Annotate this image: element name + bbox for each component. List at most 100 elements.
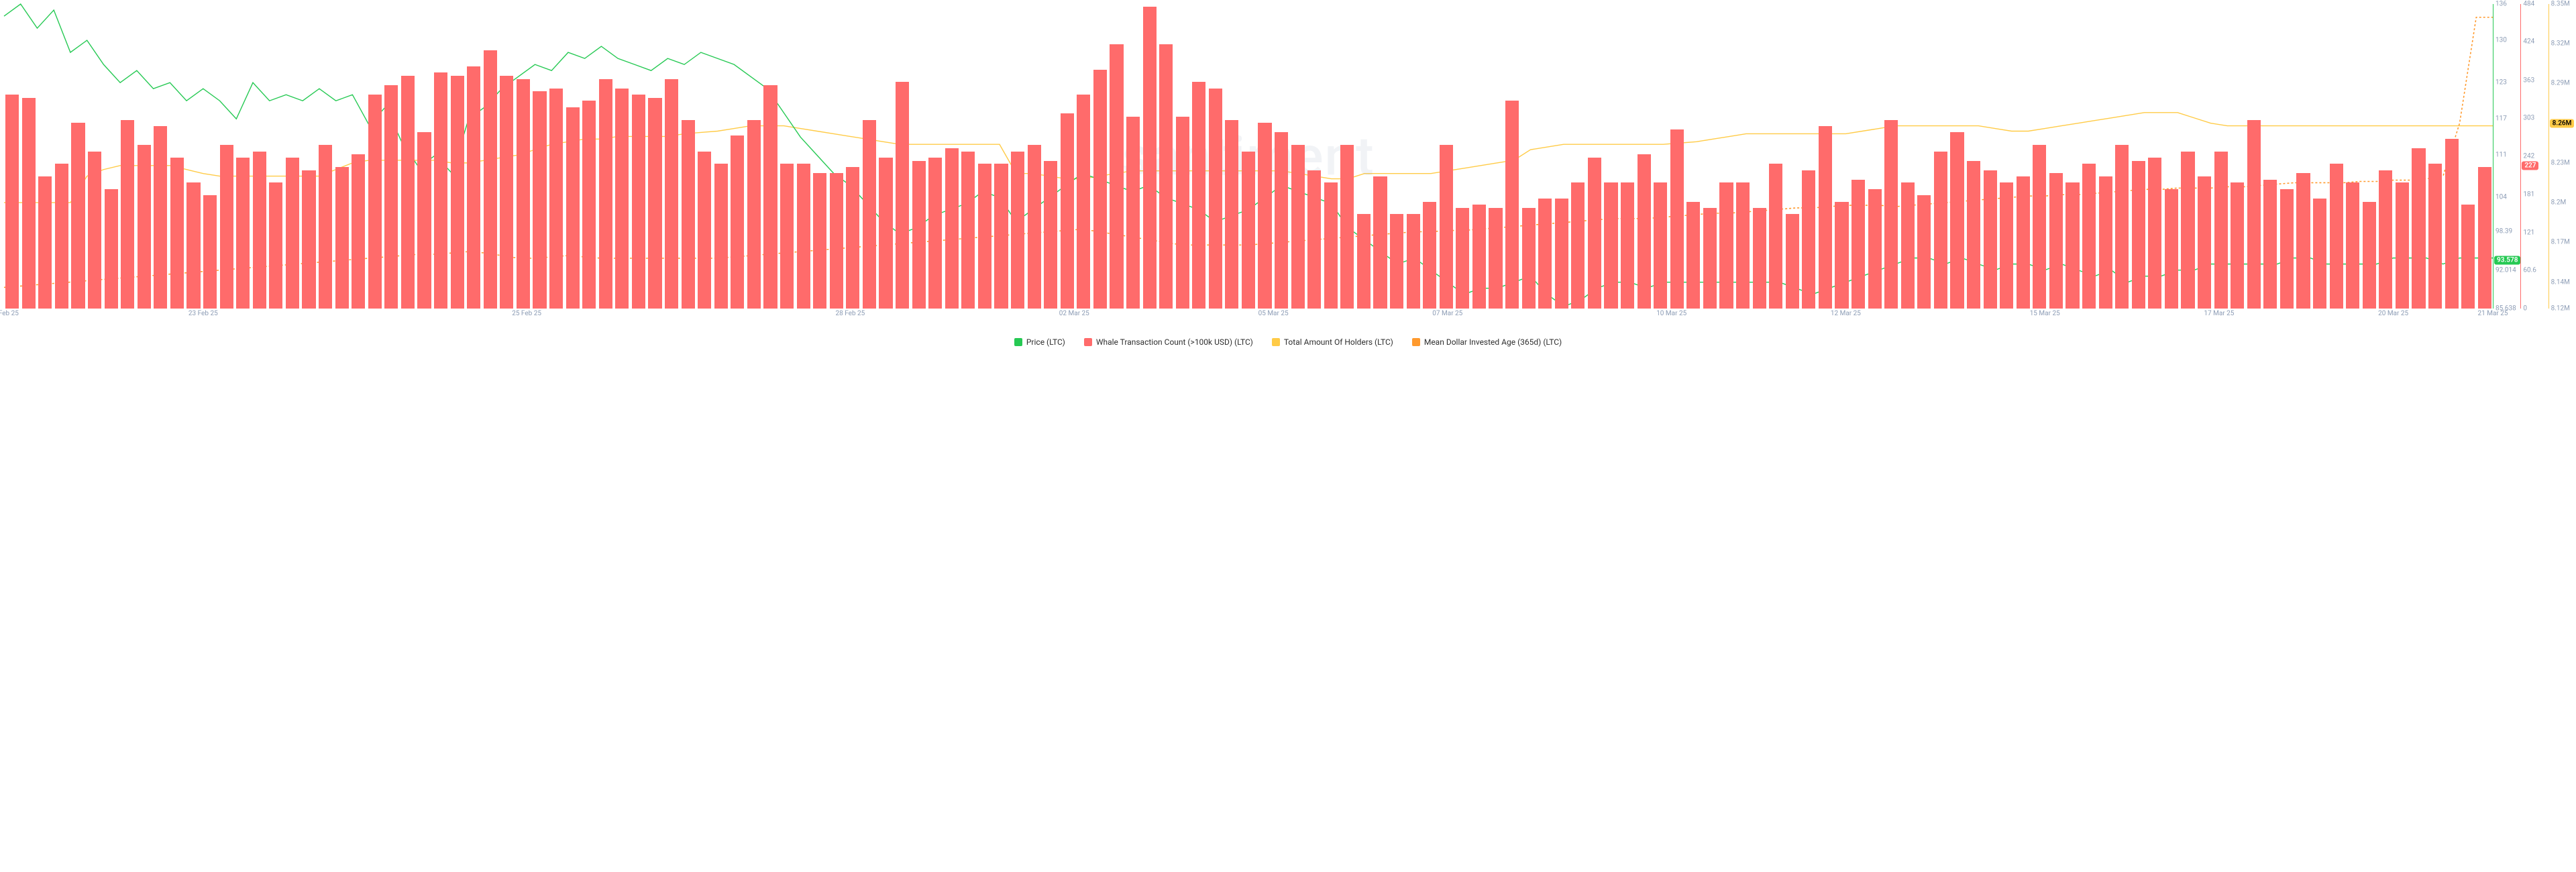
legend-item[interactable]: Mean Dollar Invested Age (365d) (LTC) [1412,337,1562,347]
x-axis: 20 Feb 2523 Feb 2525 Feb 2528 Feb 2502 M… [4,310,2493,322]
whale-bar [1357,214,1371,309]
whale-bar [846,167,859,309]
whale-bar [71,123,85,309]
whale-bar [2115,145,2129,309]
whale-bar [830,173,843,309]
whale-bar [1703,208,1717,309]
whale-bar [55,164,68,309]
whale-bar [1736,182,1750,309]
y-tick: 0 [2523,305,2527,313]
legend-item[interactable]: Total Amount Of Holders (LTC) [1272,337,1393,347]
whale-bar [978,164,991,309]
legend-item[interactable]: Whale Transaction Count (>100k USD) (LTC… [1084,337,1253,347]
whale-bar [1110,44,1123,309]
whale-bar [582,101,596,309]
y-badge-price: 93.578 [2494,256,2520,265]
whale-bar [813,173,826,309]
whale-bar [1159,44,1173,309]
whale-bar [2231,182,2244,309]
whale-bar [417,132,431,309]
x-tick: 25 Feb 25 [512,310,541,317]
y-tick: 8.23M [2551,159,2570,166]
y-axis-holders: 8.35M8.32M8.29M8.26M8.23M8.2M8.17M8.14M8… [2548,4,2576,309]
legend-label: Mean Dollar Invested Age (365d) (LTC) [1424,337,1562,347]
legend-label: Price (LTC) [1026,337,1065,347]
whale-bar [533,91,546,309]
whale-bar [1950,132,1964,309]
y-axis-whale: 48442436330324218112160.60227 [2520,4,2548,309]
whale-bar [2363,202,2376,309]
legend-swatch [1014,338,1022,346]
whale-bar [2313,199,2326,309]
whale-bar [780,164,794,309]
whale-bar [203,195,217,309]
x-tick: 05 Mar 25 [1258,310,1289,317]
x-tick: 07 Mar 25 [1432,310,1462,317]
y-tick: 8.12M [2551,305,2570,313]
whale-bar [928,158,942,309]
whale-bar [434,72,447,309]
whale-bar [1143,7,1157,309]
whale-bar [253,152,266,309]
whale-bar [5,95,19,309]
whale-bar [2330,164,2343,309]
y-tick: 424 [2523,38,2534,46]
whale-bar [2445,139,2459,309]
whale-bar [302,170,315,309]
whale-bar [2082,164,2096,309]
whale-bar [879,158,892,309]
whale-bar [2132,161,2145,309]
whale-bar [1307,170,1321,309]
whale-bar [1242,152,1255,309]
whale-bar [896,82,909,309]
legend-item[interactable]: Price (LTC) [1014,337,1065,347]
whale-bar [1538,199,1552,309]
whale-bar [2049,173,2063,309]
whale-bar [138,145,151,309]
whale-bar [731,135,744,309]
y-tick: 8.14M [2551,278,2570,286]
whale-bar [1753,208,1766,309]
whale-bar [1835,202,1848,309]
whale-bar [1967,161,1980,309]
whale-bar [2198,176,2211,309]
whale-bar [1686,202,1700,309]
whale-bar [1373,176,1387,309]
whale-bar [2396,182,2409,309]
whale-bar [615,89,629,309]
whale-bar [384,85,398,309]
whale-bar [467,66,480,309]
whale-bar [1505,101,1519,309]
whale-bar [1093,70,1107,309]
y-tick: 85.638 [2496,305,2516,313]
whale-bar [648,98,661,309]
whale-bar [2148,158,2161,309]
legend-swatch [1084,338,1092,346]
whale-bar [1489,208,1502,309]
whale-bar [2099,176,2112,309]
x-tick: 12 Mar 25 [1831,310,1861,317]
whale-bar [154,126,167,309]
whale-bar [22,98,36,309]
whale-bar [1851,180,1865,309]
whale-bar [1555,199,1568,309]
x-tick: 20 Mar 25 [2378,310,2408,317]
whale-bar [1440,145,1453,309]
whale-bar [1819,126,1832,309]
x-tick: 17 Mar 25 [2204,310,2234,317]
whale-bar [2000,182,2013,309]
whale-bar [170,158,184,309]
whale-bar [2428,164,2442,309]
whale-bar [2346,182,2359,309]
legend-label: Total Amount Of Holders (LTC) [1284,337,1393,347]
combo-chart: santiment 20 Feb 2523 Feb 2525 Feb 2528 … [0,0,2576,335]
y-badge-whale: 227 [2522,162,2538,170]
whale-bar [1571,182,1585,309]
whale-bar [88,152,101,309]
whale-bar [1917,195,1931,309]
whale-bar [1588,158,1601,309]
whale-bar [1472,205,1486,309]
y-tick: 8.32M [2551,40,2570,48]
whale-bar [1868,189,1882,309]
whale-bar [451,76,464,309]
